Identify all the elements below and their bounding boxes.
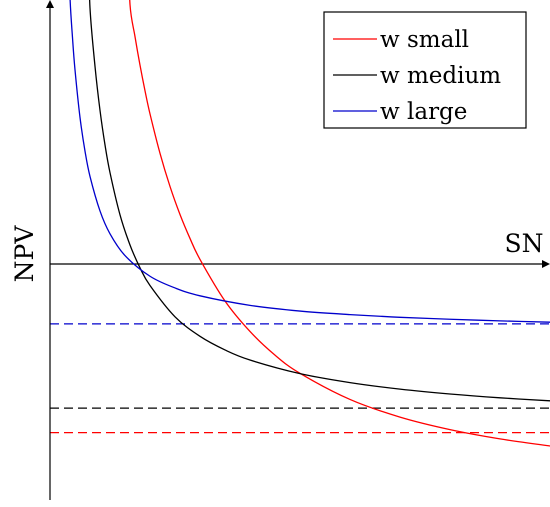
curves <box>69 0 550 447</box>
legend-box <box>323 11 527 129</box>
x-axis-label: SN <box>504 229 543 258</box>
series-line-w-small <box>129 0 550 447</box>
asymptote-lines <box>50 323 550 434</box>
series-line-w-large <box>69 0 550 323</box>
legend-label-w-medium: w medium <box>380 63 501 89</box>
legend: w small w medium w large <box>323 11 527 129</box>
x-axis-arrow <box>542 260 550 268</box>
legend-label-w-small: w small <box>380 27 469 53</box>
y-axis-label: NPV <box>10 225 39 283</box>
series-line-w-medium <box>88 0 550 402</box>
y-axis-arrow <box>46 0 54 8</box>
axes <box>46 0 550 500</box>
legend-label-w-large: w large <box>380 99 467 125</box>
